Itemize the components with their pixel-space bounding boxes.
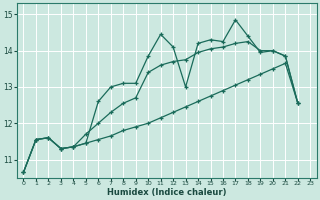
X-axis label: Humidex (Indice chaleur): Humidex (Indice chaleur) [107, 188, 227, 197]
